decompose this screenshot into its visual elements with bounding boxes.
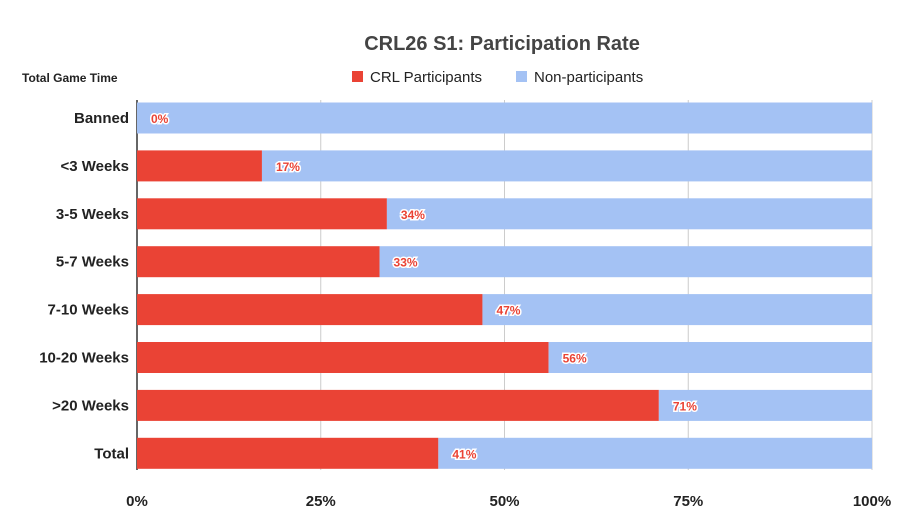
legend-label-non: Non-participants bbox=[534, 69, 643, 86]
y-tick-label: 7-10 Weeks bbox=[48, 302, 129, 319]
data-label: 33% bbox=[394, 256, 418, 270]
data-label: 0% bbox=[151, 112, 169, 126]
y-tick-label: Total bbox=[94, 445, 129, 462]
data-label: 17% bbox=[276, 160, 300, 174]
bar-crl-participants bbox=[137, 342, 549, 373]
y-tick-label: <3 Weeks bbox=[60, 158, 129, 175]
data-label: 41% bbox=[452, 447, 476, 461]
legend-swatch-crl bbox=[352, 71, 363, 82]
bar-crl-participants bbox=[137, 437, 439, 469]
legend-label-crl: CRL Participants bbox=[370, 69, 482, 86]
y-tick-label: 5-7 Weeks bbox=[56, 254, 129, 271]
x-tick-label: 25% bbox=[306, 493, 336, 510]
chart-title: CRL26 S1: Participation Rate bbox=[364, 33, 640, 55]
x-tick-label: 50% bbox=[489, 493, 519, 510]
y-tick-label: 10-20 Weeks bbox=[39, 350, 129, 367]
bar-crl-participants bbox=[137, 294, 483, 326]
bar-crl-participants bbox=[137, 150, 262, 182]
data-label: 56% bbox=[563, 352, 587, 366]
data-label: 71% bbox=[673, 399, 697, 413]
y-axis-title: Total Game Time bbox=[22, 71, 118, 85]
data-label: 47% bbox=[496, 304, 520, 318]
x-tick-label: 75% bbox=[673, 493, 703, 510]
bar-non-participants bbox=[386, 198, 872, 230]
y-tick-label: Banned bbox=[74, 110, 129, 127]
y-tick-label: 3-5 Weeks bbox=[56, 206, 129, 223]
bar-non-participants bbox=[548, 342, 872, 373]
legend-swatch-non bbox=[516, 71, 527, 82]
bar-non-participants bbox=[658, 389, 872, 421]
legend: CRL Participants Non-participants bbox=[352, 69, 643, 86]
bar-non-participants bbox=[137, 102, 872, 134]
bar-non-participants bbox=[379, 246, 872, 278]
bar-non-participants bbox=[438, 437, 872, 469]
bar-non-participants bbox=[261, 150, 872, 182]
x-tick-label: 0% bbox=[126, 493, 148, 510]
x-tick-label: 100% bbox=[853, 493, 891, 510]
bar-crl-participants bbox=[137, 246, 380, 278]
bar-non-participants bbox=[482, 294, 872, 326]
y-tick-label: >20 Weeks bbox=[52, 397, 129, 414]
data-label: 34% bbox=[401, 208, 425, 222]
bar-crl-participants bbox=[137, 198, 387, 230]
bar-crl-participants bbox=[137, 389, 659, 421]
